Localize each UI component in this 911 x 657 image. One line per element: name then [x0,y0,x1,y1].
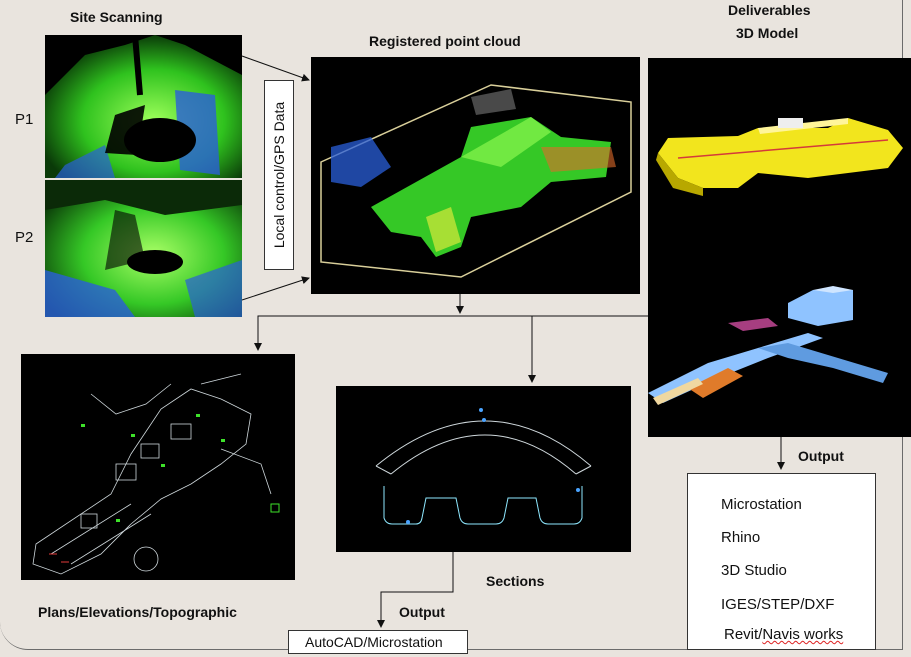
plans-label: Plans/Elevations/Topographic [38,604,237,620]
autocad-output-box: AutoCAD/Microstation [288,630,468,654]
scan-p1-image [45,35,242,178]
model-output-list: Microstation Rhino 3D Studio IGES/STEP/D… [687,473,876,650]
output-left-label: Output [399,604,445,620]
p1-label: P1 [15,111,34,128]
registered-point-cloud-image [311,57,640,294]
output-item-navis: Navis works [762,626,844,643]
p2-label: P2 [15,229,34,246]
local-control-box: Local control/GPS Data [264,80,294,270]
sections-label: Sections [486,573,545,589]
sections-cad-image [336,386,631,552]
site-scanning-label: Site Scanning [70,9,163,25]
plans-cad-image [21,354,295,580]
output-right-label: Output [798,448,844,464]
registered-point-cloud-label: Registered point cloud [369,33,521,49]
model-3d-label: 3D Model [736,25,799,41]
output-item-rhino: Rhino [721,529,761,546]
deliverables-label: Deliverables [728,2,811,18]
output-item-3d-studio: 3D Studio [721,562,787,579]
local-control-text: Local control/GPS Data [271,101,287,249]
autocad-output-text: AutoCAD/Microstation [305,634,443,650]
output-item-microstation: Microstation [721,496,802,513]
output-item-revit-prefix: Revit/ [724,626,763,643]
scan-p2-image [45,180,242,317]
output-item-iges: IGES/STEP/DXF [721,596,835,613]
model-3d-image [648,58,911,437]
output-item-revit: Revit/Navis works [724,626,843,643]
